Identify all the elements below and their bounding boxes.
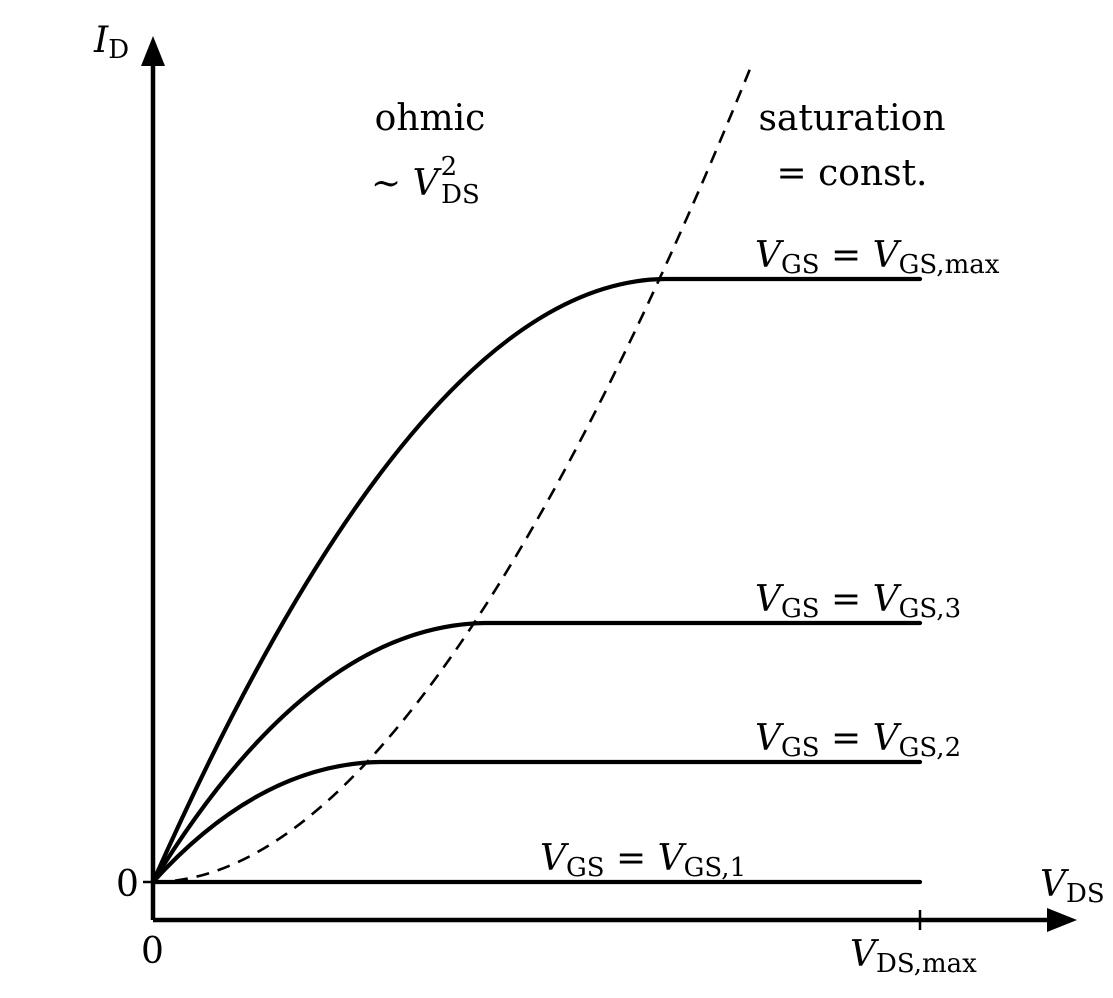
- ohmic-region-formula: ∼ V2 DS: [371, 152, 480, 210]
- x-axis-arrowhead: [1047, 908, 1077, 932]
- y-axis-label: ID: [93, 20, 129, 65]
- x-axis-label: VDS: [1040, 864, 1105, 909]
- characteristic-curves: [150, 276, 923, 885]
- curve-label-vgsmax: VGS = VGS,max: [755, 235, 1000, 280]
- x-max-tick-label: VDS,max: [850, 934, 977, 979]
- saturation-boundary-dashed-curve: [152, 63, 754, 884]
- curve-label-vgs1: VGS = VGS,1: [540, 838, 746, 883]
- curve-label-vgs3: VGS = VGS,3: [755, 579, 961, 624]
- ohmic-region-label: ohmic: [375, 98, 486, 139]
- curve-vgs2: [150, 759, 923, 885]
- y-axis-arrowhead: [141, 36, 165, 66]
- curve-label-vgs2: VGS = VGS,2: [755, 718, 961, 763]
- y-origin-tick-label: 0: [116, 864, 139, 905]
- x-origin-tick-label: 0: [141, 931, 164, 972]
- curve-vgsmax: [150, 276, 923, 885]
- axes: [141, 36, 1077, 932]
- saturation-region-formula: = const.: [776, 153, 927, 194]
- saturation-region-label: saturation: [758, 98, 945, 139]
- curve-vgs3: [150, 620, 923, 885]
